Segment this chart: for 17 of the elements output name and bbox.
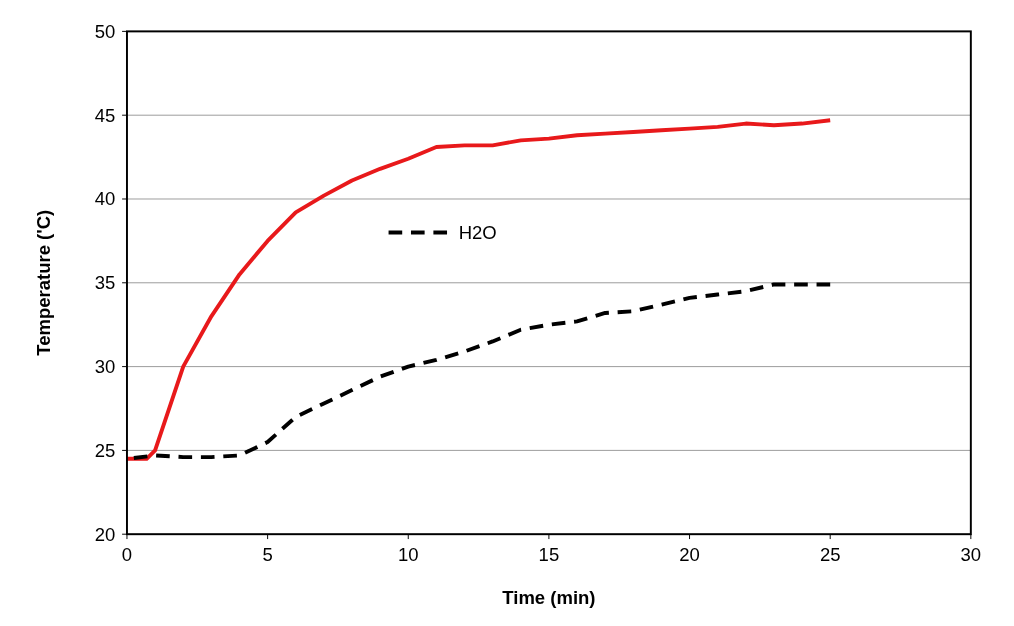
x-axis-title: Time (min) [502, 587, 596, 609]
x-tick-label: 15 [538, 544, 560, 566]
y-tick-label: 40 [94, 188, 116, 210]
y-tick-label: 20 [94, 523, 116, 545]
y-tick-label: 25 [94, 439, 116, 461]
legend-label: H2O [458, 221, 497, 243]
y-tick-label: 50 [94, 20, 116, 42]
x-tick-label: 20 [679, 544, 700, 566]
x-tick-label: 5 [262, 544, 273, 566]
x-tick-label: 0 [121, 544, 133, 566]
x-tick-label: 30 [960, 544, 982, 566]
y-tick-label: 45 [94, 104, 116, 126]
y-tick-label: 30 [94, 356, 116, 378]
y-tick-label: 35 [94, 272, 116, 294]
y-axis-title: Temperature ('C) [32, 209, 54, 356]
x-tick-label: 10 [397, 544, 419, 566]
x-tick-label: 25 [819, 544, 841, 566]
